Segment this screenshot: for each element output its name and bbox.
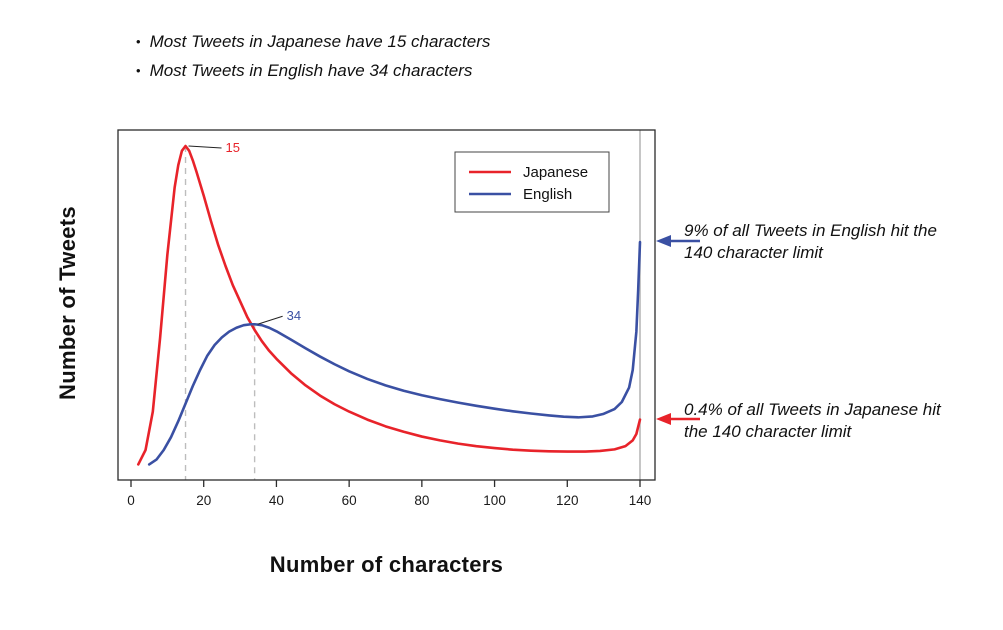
svg-text:Japanese: Japanese	[523, 164, 588, 181]
finding-japanese: • Most Tweets in Japanese have 15 charac…	[136, 28, 490, 57]
svg-text:120: 120	[556, 493, 579, 508]
x-axis-ticks: 0 20 40 60 80 100 120 140	[127, 480, 651, 508]
legend-box: Japanese English	[454, 151, 610, 213]
y-axis-title: Number of Tweets	[55, 206, 80, 400]
svg-text:20: 20	[196, 493, 211, 508]
svg-text:100: 100	[483, 493, 506, 508]
plot-frame	[117, 129, 656, 481]
bullet-icon: •	[136, 34, 141, 49]
bullet-icon: •	[136, 63, 141, 78]
svg-text:0: 0	[127, 493, 135, 508]
svg-text:15: 15	[226, 140, 240, 155]
svg-text:60: 60	[342, 493, 357, 508]
key-findings: • Most Tweets in Japanese have 15 charac…	[136, 28, 490, 86]
finding-japanese-text: Most Tweets in Japanese have 15 characte…	[149, 32, 491, 51]
svg-text:40: 40	[269, 493, 284, 508]
annotation-japanese-limit: 0.4% of all Tweets in Japanese hit the 1…	[684, 400, 941, 442]
annotation-arrows	[656, 235, 700, 425]
annotation-english-limit: 9% of all Tweets in English hit the 140 …	[684, 221, 937, 263]
finding-english: • Most Tweets in English have 34 charact…	[136, 57, 490, 86]
svg-text:34: 34	[287, 308, 301, 323]
svg-text:80: 80	[414, 493, 429, 508]
series-lines	[136, 144, 642, 466]
finding-english-text: Most Tweets in English have 34 character…	[149, 61, 473, 80]
svg-text:English: English	[523, 186, 572, 203]
x-axis-title: Number of characters	[269, 552, 504, 577]
svg-text:140: 140	[629, 493, 652, 508]
